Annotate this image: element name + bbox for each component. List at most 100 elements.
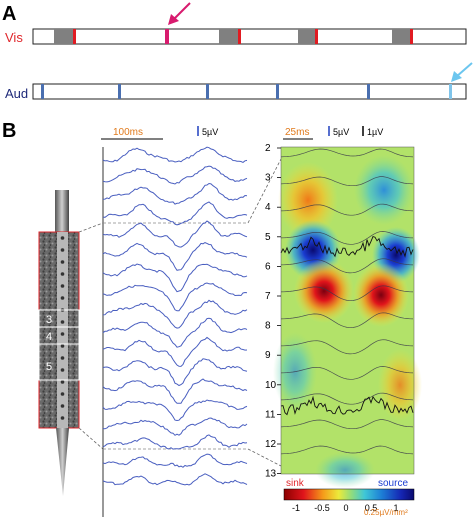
aud-stim-tick <box>118 84 121 99</box>
lfp-trace <box>102 378 248 404</box>
electrode-site <box>60 368 65 372</box>
lfp-trace <box>102 434 248 450</box>
electrode-site <box>60 320 65 324</box>
csd-trace <box>280 148 414 158</box>
electrode-site <box>60 380 65 384</box>
csd-trace <box>280 339 414 355</box>
lfp-trace <box>102 299 248 329</box>
colorbar-tick-label: -1 <box>292 503 300 513</box>
csd-trace <box>280 203 414 216</box>
channel-label: 2 <box>265 143 271 154</box>
channel-label: 13 <box>265 469 277 480</box>
connector-line <box>78 222 104 233</box>
electrode-site <box>60 404 65 408</box>
probe-image: 3 4 5 <box>38 190 80 496</box>
lfp-trace <box>102 399 248 422</box>
traces-amp-scale: 5µV <box>202 127 218 137</box>
csd-trace <box>280 176 414 187</box>
vis-stim-block <box>298 29 315 44</box>
channel-label: 7 <box>265 291 271 302</box>
csd-trace <box>280 366 414 380</box>
electrode-site <box>60 260 65 264</box>
lfp-trace <box>102 282 248 312</box>
electrode-site <box>60 284 65 288</box>
connector-line <box>247 448 282 467</box>
vis-stim-tick <box>73 29 76 44</box>
csd-trace <box>280 285 414 302</box>
csd-trace <box>280 419 414 430</box>
aud-stim-tick <box>367 84 370 99</box>
lfp-trace <box>102 317 248 348</box>
channel-label: 11 <box>265 409 276 420</box>
vis-stim-block <box>54 29 73 44</box>
connector-line <box>247 158 282 224</box>
csd-trace <box>280 445 414 455</box>
csd-raw-trace <box>280 236 414 258</box>
panel-a-letter: A <box>2 3 16 25</box>
colorbar-tick-label: 1 <box>393 503 398 513</box>
lfp-trace <box>102 201 248 226</box>
csd-trace <box>280 231 414 245</box>
vis-label: Vis <box>5 30 23 45</box>
lfp-trace <box>102 165 248 185</box>
lfp-trace <box>102 220 248 248</box>
electrode-site <box>60 416 65 420</box>
vis-timeline <box>32 28 467 45</box>
vis-stim-tick <box>315 29 318 44</box>
vis-stim-block <box>392 29 410 44</box>
panel-b-letter: B <box>2 120 16 142</box>
channel-label: 4 <box>265 202 271 213</box>
csd-amp-black: 1µV <box>367 127 383 137</box>
csd-trace <box>280 312 414 329</box>
electrode-site <box>60 236 65 240</box>
csd-trace <box>280 392 414 405</box>
channel-label: 12 <box>265 439 277 450</box>
aud-arrow-icon <box>451 62 473 82</box>
lfp-trace <box>102 242 248 271</box>
vis-stim-block <box>219 29 238 44</box>
csd-heatmap <box>273 146 422 488</box>
aud-stim-tick <box>276 84 279 99</box>
vis-stimuli <box>54 29 413 44</box>
lfp-trace <box>102 336 248 367</box>
lfp-trace <box>102 358 248 387</box>
aud-label: Aud <box>5 86 28 101</box>
channel-label: 10 <box>265 380 277 391</box>
aud-stim-tick <box>206 84 209 99</box>
electrode-site <box>60 272 65 276</box>
csd-raw-trace <box>280 395 414 416</box>
vis-stim-tick <box>238 29 241 44</box>
connector-line <box>78 427 104 450</box>
vis-arrow-icon <box>168 2 191 25</box>
channel-label: 5 <box>265 232 271 243</box>
electrode-site <box>60 332 65 336</box>
electrode-site <box>60 296 65 300</box>
lfp-trace <box>102 473 248 486</box>
channel-label: 3 <box>265 173 271 184</box>
colorbar <box>283 488 415 501</box>
channel-label: 9 <box>265 350 271 361</box>
traces-panel <box>102 146 248 517</box>
csd-trace <box>280 258 414 274</box>
traces-time-scale: 100ms <box>113 127 143 138</box>
colorbar-tick-label: 0 <box>343 503 348 513</box>
lfp-trace <box>102 182 248 205</box>
colorbar-tick-label: 0.5 <box>365 503 378 513</box>
electrode-site <box>60 392 65 396</box>
lfp-trace <box>102 263 248 293</box>
colorbar-sink-label: sink <box>286 478 305 489</box>
vis-target-tick <box>165 29 169 44</box>
lfp-trace <box>102 146 248 163</box>
colorbar-source-label: source <box>378 478 408 489</box>
electrode-site <box>60 344 65 348</box>
vis-stim-tick <box>410 29 413 44</box>
electrode-site <box>60 356 65 360</box>
channel-label: 6 <box>265 261 271 272</box>
csd-amp-blue: 5µV <box>333 127 349 137</box>
electrode-site <box>60 248 65 252</box>
lfp-trace <box>102 417 248 436</box>
probe-label-5: 5 <box>46 361 52 373</box>
colorbar-tick-label: -0.5 <box>314 503 330 513</box>
aud-timeline <box>32 83 467 100</box>
aud-stimuli <box>41 84 452 99</box>
